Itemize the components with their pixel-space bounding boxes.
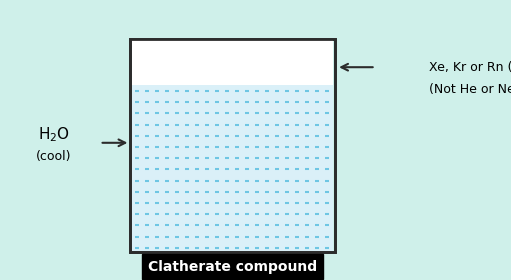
Text: (Not He or Ne): (Not He or Ne) — [429, 83, 511, 96]
Text: (cool): (cool) — [36, 150, 72, 163]
Text: H$_2$O: H$_2$O — [38, 125, 69, 144]
Bar — [130, 39, 335, 252]
Text: Clatherate compound: Clatherate compound — [148, 260, 317, 274]
Bar — [132, 85, 333, 252]
Bar — [130, 39, 335, 252]
Text: Xe, Kr or Rn (g): Xe, Kr or Rn (g) — [429, 61, 511, 74]
Bar — [132, 40, 333, 85]
